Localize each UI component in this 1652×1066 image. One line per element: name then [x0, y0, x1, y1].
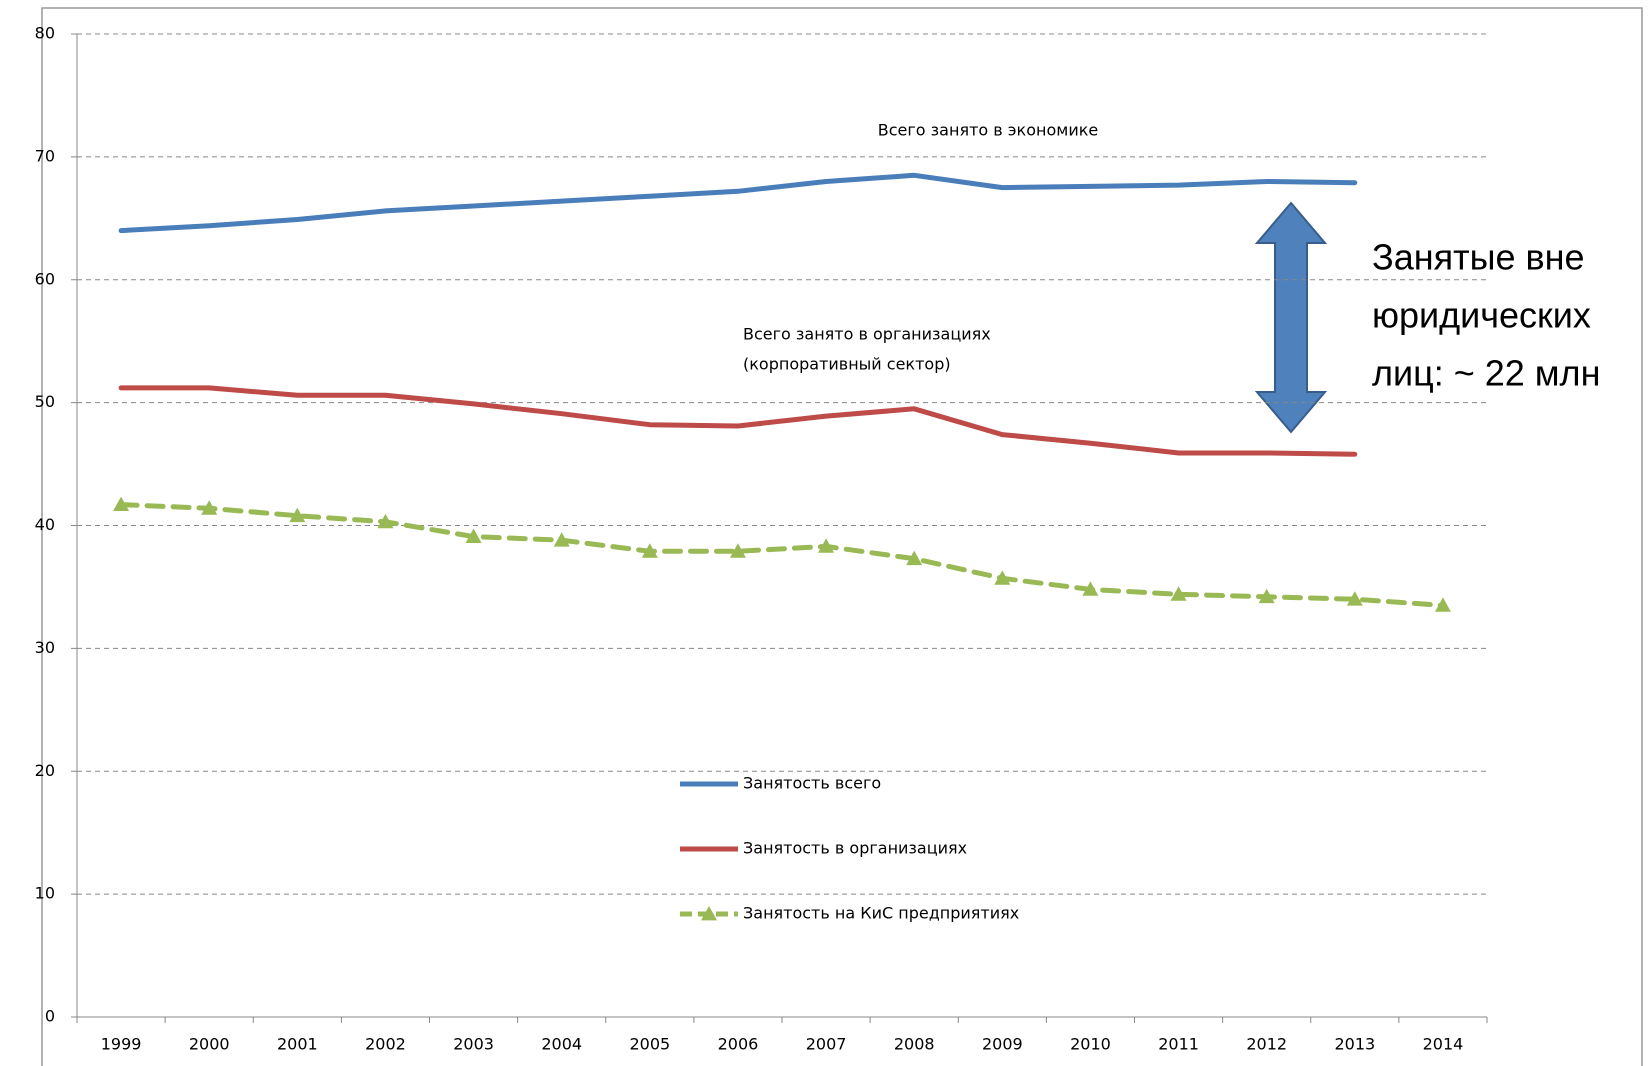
y-tick-label: 0: [45, 1007, 55, 1026]
x-tick-label: 2012: [1246, 1035, 1287, 1054]
series-line: [118, 172, 1358, 234]
legend-label: Занятость в организациях: [743, 839, 967, 858]
series-marker: [1082, 581, 1099, 596]
x-tick-label: 2008: [894, 1035, 935, 1054]
series-marker: [113, 496, 130, 512]
y-tick-label: 30: [35, 638, 55, 657]
x-tick-label: 2003: [453, 1035, 494, 1054]
series-marker: [201, 500, 218, 515]
x-tick-label: 2002: [365, 1035, 406, 1054]
x-tick-label: 2014: [1423, 1035, 1464, 1054]
x-tick-label: 2011: [1158, 1035, 1199, 1054]
y-tick-label: 60: [35, 269, 55, 288]
x-tick-label: 2010: [1070, 1035, 1111, 1054]
annotation: лиц: ~ 22 млн: [1372, 353, 1600, 394]
x-tick-label: 2006: [718, 1035, 759, 1054]
y-tick-label: 80: [35, 24, 55, 43]
y-tick-label: 50: [35, 392, 55, 411]
x-tick-label: 2004: [541, 1035, 582, 1054]
series-marker: [1170, 586, 1187, 601]
y-tick-label: 20: [35, 761, 55, 780]
x-tick-label: 2007: [806, 1035, 847, 1054]
series-marker: [906, 550, 923, 566]
series-marker: [377, 513, 394, 529]
series-line: [118, 385, 1358, 457]
series-marker: [1258, 588, 1275, 604]
legend-label: Занятость всего: [743, 774, 881, 793]
annotation: (корпоративный сектор): [743, 355, 951, 374]
series-marker: [818, 538, 835, 553]
x-tick-label: 1999: [101, 1035, 142, 1054]
series-marker: [553, 532, 570, 547]
annotation: Всего занято в организациях: [743, 325, 991, 344]
series-line: [118, 502, 1446, 608]
x-tick-label: 2000: [189, 1035, 230, 1054]
x-tick-label: 2013: [1334, 1035, 1375, 1054]
legend-label: Занятость на КиС предприятиях: [743, 904, 1019, 923]
annotation: юридических: [1372, 295, 1591, 336]
x-tick-label: 2005: [629, 1035, 670, 1054]
series-marker: [994, 570, 1011, 585]
y-tick-label: 40: [35, 515, 55, 534]
x-tick-label: 2009: [982, 1035, 1023, 1054]
x-tick-label: 2001: [277, 1035, 318, 1054]
series-marker: [729, 543, 746, 558]
y-tick-label: 10: [35, 884, 55, 903]
series-marker: [1434, 597, 1451, 612]
annotation: Занятые вне: [1372, 237, 1585, 278]
chart-frame: [41, 7, 1643, 1066]
series-marker: [641, 543, 658, 558]
series-marker: [289, 507, 306, 523]
annotation: Всего занято в экономике: [878, 121, 1098, 140]
y-tick-label: 70: [35, 146, 55, 165]
double-arrow: [1254, 201, 1328, 434]
series-marker: [465, 528, 482, 543]
series-marker: [1346, 591, 1363, 606]
legend-marker: [701, 906, 717, 921]
